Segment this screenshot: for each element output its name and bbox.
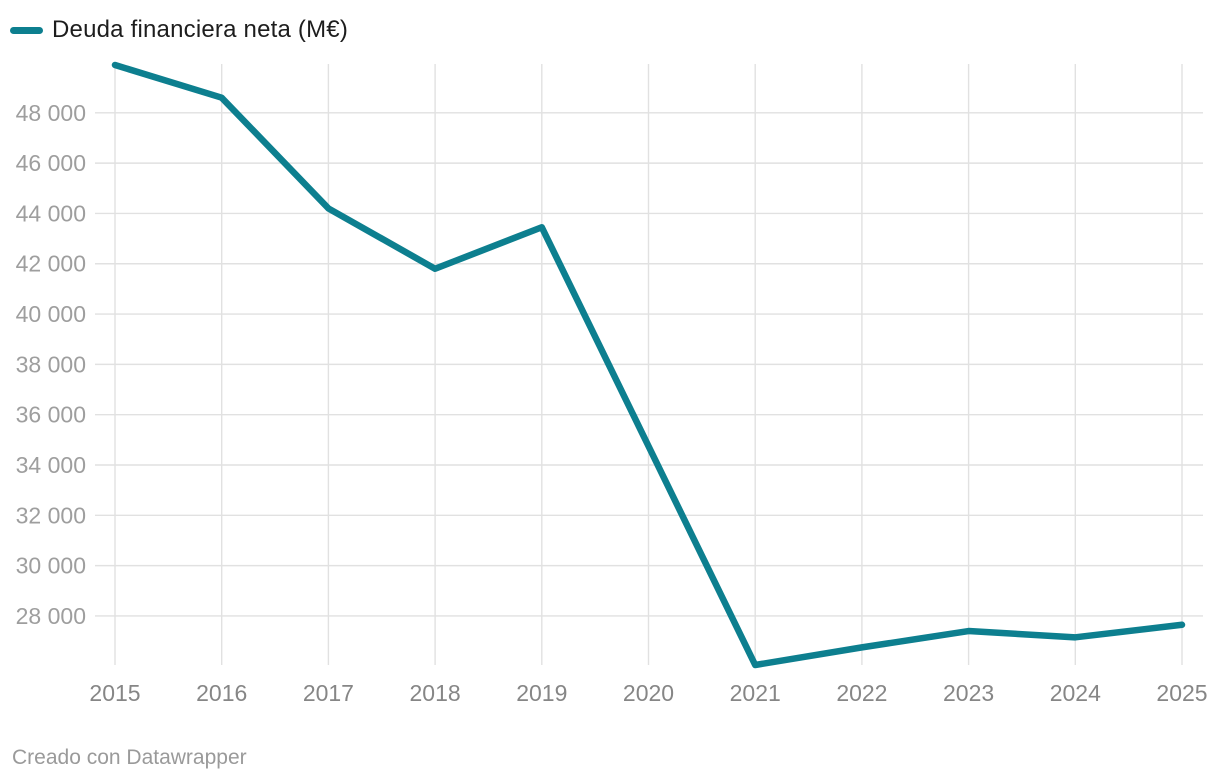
x-tick-label: 2017 — [303, 680, 354, 706]
x-tick-label: 2015 — [89, 680, 140, 706]
legend: Deuda financiera neta (M€) — [10, 16, 348, 44]
y-tick-label: 46 000 — [16, 150, 86, 176]
x-tick-label: 2023 — [943, 680, 994, 706]
y-tick-label: 32 000 — [16, 502, 86, 528]
y-tick-label: 44 000 — [16, 200, 86, 226]
legend-line-swatch — [10, 26, 43, 34]
line-chart-plot: 28 000 30 000 32 000 34 000 36 000 38 000 40 0… — [16, 61, 1208, 706]
y-tick-label: 34 000 — [16, 452, 86, 478]
y-tick-label: 38 000 — [16, 351, 86, 377]
x-tick-label: 2019 — [516, 680, 567, 706]
y-tick-label: 42 000 — [16, 251, 86, 277]
x-tick-label: 2024 — [1050, 680, 1101, 706]
x-tick-label: 2016 — [196, 680, 247, 706]
data-line — [111, 61, 1186, 669]
y-tick-label: 48 000 — [16, 100, 86, 126]
y-tick-label: 40 000 — [16, 301, 86, 327]
y-tick-label: 36 000 — [16, 402, 86, 428]
x-tick-label: 2025 — [1156, 680, 1207, 706]
x-tick-label: 2020 — [623, 680, 674, 706]
x-tick-label: 2021 — [730, 680, 781, 706]
legend-label: Deuda financiera neta (M€) — [52, 16, 349, 43]
y-tick-label: 28 000 — [16, 603, 86, 629]
x-tick-label: 2022 — [836, 680, 887, 706]
x-tick-label: 2018 — [410, 680, 461, 706]
y-tick-label: 30 000 — [16, 553, 86, 579]
credit-line: Creado con Datawrapper — [12, 746, 247, 769]
